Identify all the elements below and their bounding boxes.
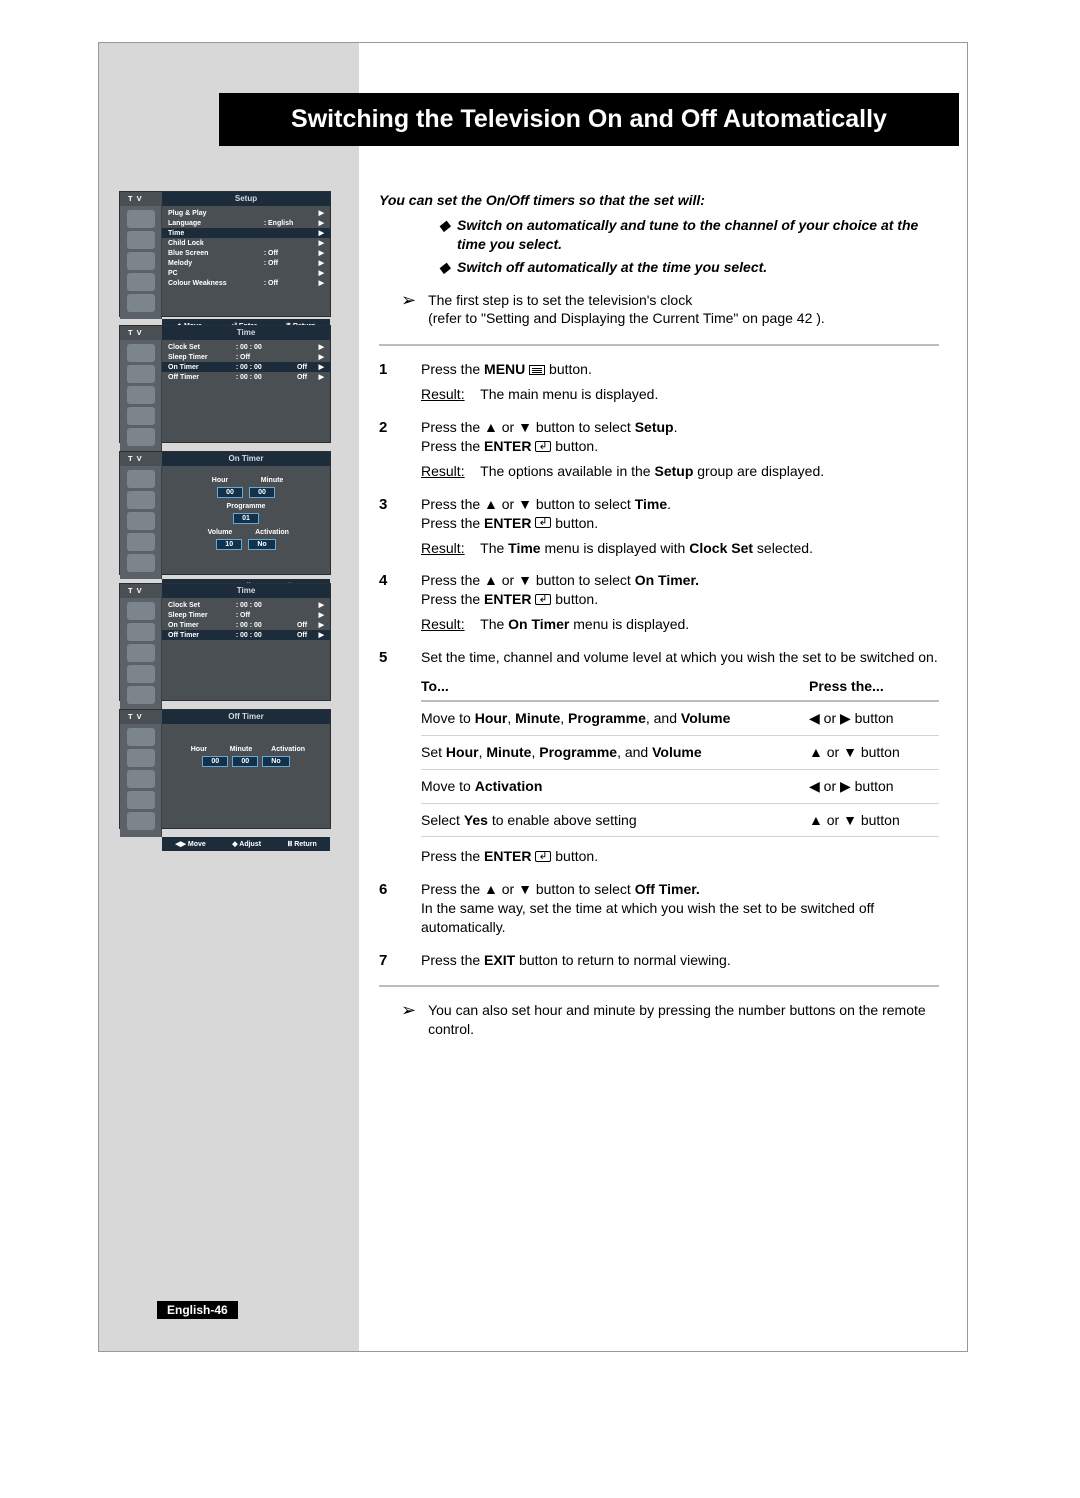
step-3: 3 Press the ▲ or ▼ button to select Time… <box>379 495 939 558</box>
step-5: 5 Set the time, channel and volume level… <box>379 648 939 866</box>
osd-on-timer: T V On Timer Hour Minute 00 00 Programme… <box>119 451 331 575</box>
osd-tv-label: T V <box>128 194 143 203</box>
step-2: 2 Press the ▲ or ▼ button to select Setu… <box>379 418 939 481</box>
manual-page: Switching the Television On and Off Auto… <box>98 42 968 1352</box>
step-6: 6 Press the ▲ or ▼ button to select Off … <box>379 880 939 937</box>
divider <box>379 985 939 987</box>
page-title: Switching the Television On and Off Auto… <box>219 93 959 146</box>
step-7: 7 Press the EXIT button to return to nor… <box>379 951 939 971</box>
note-icon: ➢ <box>401 291 416 309</box>
content-column: You can set the On/Off timers so that th… <box>379 191 939 1055</box>
table-row: Select Yes to enable above setting▲ or ▼… <box>421 804 939 838</box>
osd-row: Language:English▶ <box>162 218 330 228</box>
note-icon: ➢ <box>401 1001 416 1019</box>
enter-icon <box>535 517 551 528</box>
osd-row: Off Timer:00 : 00Off▶ <box>162 372 330 382</box>
osd-row: Time▶ <box>162 228 330 238</box>
osd-row: PC▶ <box>162 268 330 278</box>
osd-row: Clock Set:00 : 00▶ <box>162 342 330 352</box>
step-4: 4 Press the ▲ or ▼ button to select On T… <box>379 571 939 634</box>
osd-row: Plug & Play▶ <box>162 208 330 218</box>
note-remote: ➢ You can also set hour and minute by pr… <box>401 1001 939 1039</box>
enter-icon <box>535 851 551 862</box>
table-row: Move to Activation◀ or ▶ button <box>421 770 939 804</box>
osd-row: Sleep Timer:Off▶ <box>162 352 330 362</box>
osd-setup: T V Setup Plug & Play▶Language:English▶T… <box>119 191 331 317</box>
osd-row: Clock Set:00 : 00▶ <box>162 600 330 610</box>
osd-icon-column <box>120 206 162 319</box>
osd-row: On Timer:00 : 00Off▶ <box>162 620 330 630</box>
osd-time-2: T V Time Clock Set:00 : 00▶Sleep Timer:O… <box>119 583 331 701</box>
osd-row: Melody:Off▶ <box>162 258 330 268</box>
bullet-2: Switch off automatically at the time you… <box>439 258 939 277</box>
step5-table: To...Press the... Move to Hour, Minute, … <box>421 677 939 837</box>
osd-row: Off Timer:00 : 00Off▶ <box>162 630 330 640</box>
enter-icon <box>535 441 551 452</box>
osd-off-timer: T V Off Timer Hour Minute Activation 00 … <box>119 709 331 829</box>
table-row: Move to Hour, Minute, Programme, and Vol… <box>421 702 939 736</box>
intro-bullets: Switch on automatically and tune to the … <box>439 216 939 277</box>
divider <box>379 344 939 346</box>
step-1: 1 Press the MENU button. Result The main… <box>379 360 939 404</box>
osd-setup-header: Setup <box>162 192 330 206</box>
osd-row: Blue Screen:Off▶ <box>162 248 330 258</box>
osd-row: On Timer:00 : 00Off▶ <box>162 362 330 372</box>
osd-row: Child Lock▶ <box>162 238 330 248</box>
bullet-1: Switch on automatically and tune to the … <box>439 216 939 254</box>
osd-row: Sleep Timer:Off▶ <box>162 610 330 620</box>
osd-time-1: T V Time Clock Set:00 : 00▶Sleep Timer:O… <box>119 325 331 443</box>
osd-setup-rows: Plug & Play▶Language:English▶Time▶Child … <box>162 206 330 319</box>
intro-text: You can set the On/Off timers so that th… <box>379 191 939 210</box>
page-number: English-46 <box>157 1301 238 1319</box>
menu-icon <box>529 365 545 375</box>
table-row: Set Hour, Minute, Programme, and Volume▲… <box>421 736 939 770</box>
enter-icon <box>535 594 551 605</box>
osd-row: Colour Weakness:Off▶ <box>162 278 330 288</box>
note-prerequisite: ➢ The first step is to set the televisio… <box>401 291 939 329</box>
